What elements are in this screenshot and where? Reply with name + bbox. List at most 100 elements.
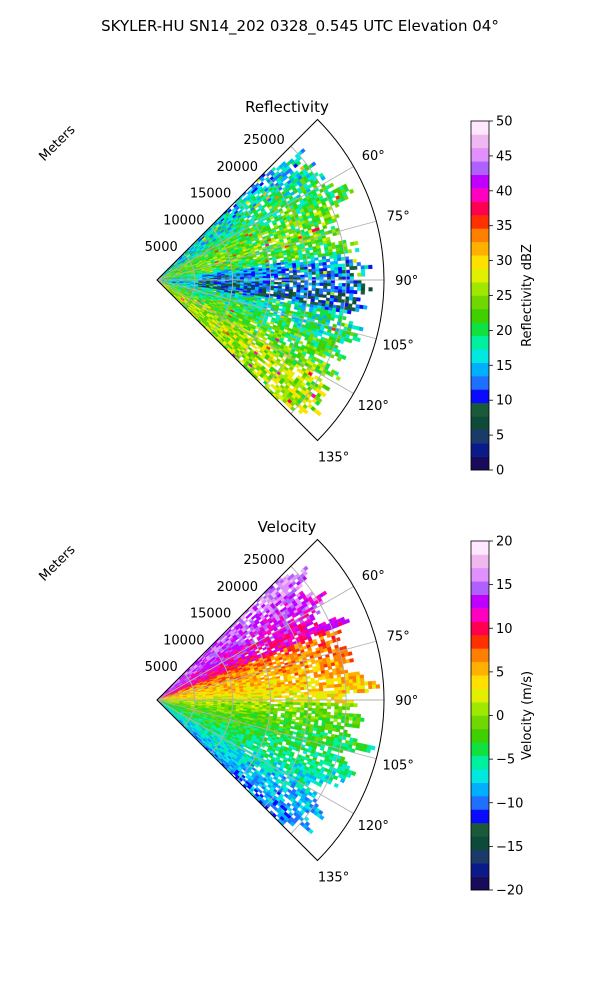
colorbar-swatch bbox=[471, 688, 489, 703]
range-tick-label: 5000 bbox=[145, 240, 178, 255]
colorbar-swatch bbox=[471, 443, 489, 457]
colorbar-swatch bbox=[471, 742, 489, 757]
colorbar-tick-label: 5 bbox=[496, 429, 504, 444]
colorbar-tick-label: 15 bbox=[496, 359, 513, 374]
colorbar-swatch bbox=[471, 876, 489, 891]
colorbar-tick-label: 30 bbox=[496, 254, 513, 269]
azimuth-tick-label: 60° bbox=[362, 569, 385, 584]
colorbar-swatch bbox=[471, 715, 489, 730]
colorbar-tick-label: −20 bbox=[496, 884, 523, 899]
colorbar-swatch bbox=[471, 648, 489, 663]
colorbar-label: Reflectivity dBZ bbox=[520, 244, 535, 347]
colorbar-tick-label: 5 bbox=[496, 665, 504, 680]
colorbar-tick-label: 45 bbox=[496, 149, 513, 164]
range-tick-label: 10000 bbox=[163, 633, 204, 648]
range-tick-label: 15000 bbox=[190, 607, 231, 622]
colorbar-swatch bbox=[471, 769, 489, 783]
colorbar-swatch bbox=[471, 456, 489, 471]
colorbar-swatch bbox=[471, 349, 489, 363]
colorbar-tick-label: −15 bbox=[496, 840, 523, 855]
colorbar-swatch bbox=[471, 661, 489, 676]
colorbar-swatch bbox=[471, 541, 489, 555]
colorbar-swatch bbox=[471, 214, 489, 229]
colorbar-swatch bbox=[471, 554, 489, 569]
range-tick-label: 25000 bbox=[243, 133, 284, 148]
sector-outline bbox=[156, 118, 385, 442]
azimuth-gridline bbox=[156, 640, 377, 701]
colorbar-tick-label: 0 bbox=[496, 464, 504, 479]
sector-outline bbox=[156, 538, 385, 862]
azimuth-gridline bbox=[156, 279, 377, 340]
panel-title: Velocity bbox=[258, 518, 317, 536]
azimuth-tick-label: 75° bbox=[387, 209, 410, 224]
colorbar-swatch bbox=[471, 567, 489, 582]
range-axis-label: Meters bbox=[37, 542, 79, 584]
colorbar-label: Velocity (m/s) bbox=[520, 671, 535, 760]
range-tick-label: 20000 bbox=[217, 160, 258, 175]
range-tick-label: 15000 bbox=[190, 187, 231, 202]
colorbar-tick-label: 0 bbox=[496, 709, 504, 724]
colorbar-tick-label: 10 bbox=[496, 622, 513, 637]
azimuth-tick-label: 75° bbox=[387, 629, 410, 644]
colorbar-swatch bbox=[471, 241, 489, 256]
range-tick-label: 25000 bbox=[243, 553, 284, 568]
colorbar-swatch bbox=[471, 308, 489, 323]
colorbar-swatch bbox=[471, 295, 489, 310]
colorbar-swatch bbox=[471, 782, 489, 797]
azimuth-gridline bbox=[156, 699, 377, 760]
azimuth-tick-label: 120° bbox=[358, 399, 389, 414]
figure-title: SKYLER-HU SN14_202 0328_0.545 UTC Elevat… bbox=[101, 17, 499, 36]
colorbar-swatch bbox=[471, 255, 489, 269]
colorbar-swatch bbox=[471, 863, 489, 877]
colorbar-swatch bbox=[471, 429, 489, 444]
colorbar-swatch bbox=[471, 376, 489, 390]
colorbar-tick-label: 35 bbox=[496, 219, 513, 234]
colorbar-tick-label: 10 bbox=[496, 394, 513, 409]
azimuth-tick-label: 135° bbox=[318, 871, 349, 886]
colorbar-tick-label: −10 bbox=[496, 796, 523, 811]
colorbar-swatch bbox=[471, 174, 489, 189]
range-axis-label: Meters bbox=[37, 122, 79, 164]
colorbar-tick-label: 25 bbox=[496, 289, 513, 304]
colorbar-swatch bbox=[471, 634, 489, 649]
colorbar-swatch bbox=[471, 809, 489, 824]
colorbar-swatch bbox=[471, 416, 489, 431]
colorbar-swatch bbox=[471, 188, 489, 202]
colorbar-swatch bbox=[471, 389, 489, 404]
colorbar-swatch bbox=[471, 594, 489, 609]
azimuth-tick-label: 105° bbox=[383, 339, 414, 354]
colorbar-swatch bbox=[471, 335, 489, 350]
azimuth-gridline bbox=[156, 220, 377, 281]
colorbar-swatch bbox=[471, 836, 489, 851]
azimuth-tick-label: 90° bbox=[395, 694, 418, 709]
azimuth-tick-label: 135° bbox=[318, 451, 349, 466]
colorbar-swatch bbox=[471, 849, 489, 864]
panel-title: Reflectivity bbox=[245, 98, 329, 116]
colorbar-swatch bbox=[471, 282, 489, 296]
colorbar-swatch bbox=[471, 322, 489, 337]
colorbar-swatch bbox=[471, 621, 489, 636]
range-tick-label: 10000 bbox=[163, 213, 204, 228]
reflectivity-panel: Reflectivity 5000 10000 15000 20000 25000 60° 7… bbox=[37, 98, 535, 479]
azimuth-gridline bbox=[156, 279, 354, 394]
colorbar-swatch bbox=[471, 702, 489, 716]
colorbar: −20 −15 −10 −5 0 5 10 15 20 Velocity (m/s) bbox=[470, 535, 535, 899]
colorbar: 0 5 10 15 20 25 30 35 40 45 50 Reflectivity dBZ bbox=[470, 115, 535, 479]
colorbar-tick-label: 50 bbox=[496, 115, 513, 130]
colorbar-swatch bbox=[471, 796, 489, 810]
range-tick-label: 5000 bbox=[145, 660, 178, 675]
azimuth-tick-label: 90° bbox=[395, 274, 418, 289]
colorbar-swatch bbox=[471, 362, 489, 377]
colorbar-tick-label: 40 bbox=[496, 184, 513, 199]
colorbar-swatch bbox=[471, 161, 489, 175]
azimuth-gridline bbox=[156, 586, 354, 701]
colorbar-tick-label: 20 bbox=[496, 535, 513, 550]
colorbar-swatch bbox=[471, 402, 489, 417]
azimuth-tick-label: 120° bbox=[358, 819, 389, 834]
colorbar-swatch bbox=[471, 728, 489, 743]
colorbar-swatch bbox=[471, 755, 489, 770]
azimuth-gridline bbox=[156, 166, 354, 281]
colorbar-swatch bbox=[471, 268, 489, 283]
colorbar-tick-label: 20 bbox=[496, 324, 513, 339]
